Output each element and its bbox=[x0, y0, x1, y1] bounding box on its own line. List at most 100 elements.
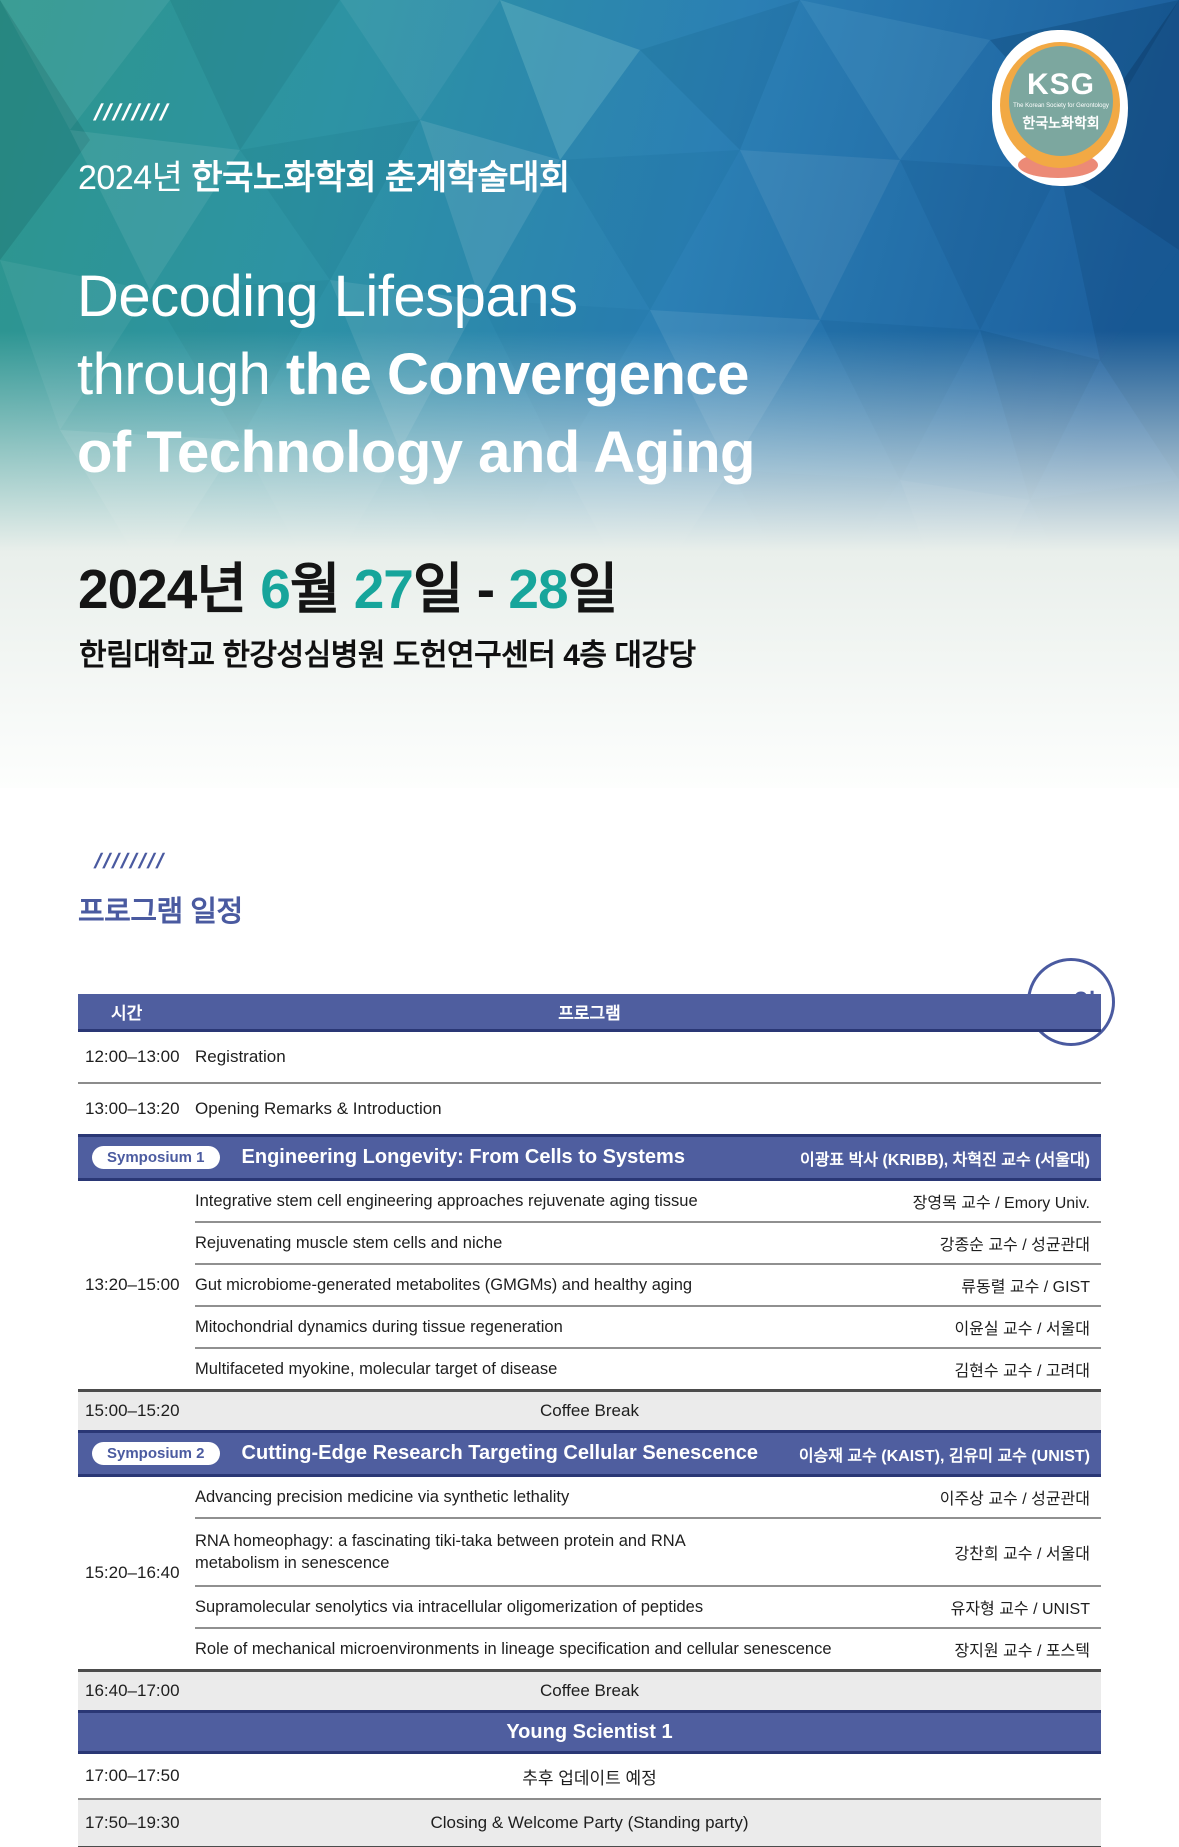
talk-row: RNA homeophagy: a fascinating tiki-taka … bbox=[195, 1519, 1101, 1585]
symposium1-talks: Integrative stem cell engineering approa… bbox=[195, 1181, 1101, 1389]
symposium1-chairs: 이광표 박사 (KRIBB), 차혁진 교수 (서울대) bbox=[799, 1151, 1090, 1169]
talk-speaker: 장영목 교수 / Emory Univ. bbox=[912, 1195, 1090, 1212]
time-cell: 17:00–17:50 bbox=[85, 1766, 180, 1785]
date-day1-num: 27 bbox=[353, 558, 414, 620]
schedule-row-coffee-break-2: 16:40–17:00 Coffee Break bbox=[78, 1672, 1101, 1710]
row-divider bbox=[78, 1082, 1101, 1084]
young-scientist-bar: Young Scientist 1 bbox=[78, 1710, 1101, 1754]
date-day1-unit: 일 bbox=[412, 558, 464, 620]
schedule-row-registration: 12:00–13:00 Registration bbox=[78, 1032, 1101, 1082]
symposium2-title: Cutting-Edge Research Targeting Cellular… bbox=[241, 1442, 758, 1464]
program-label: Closing & Welcome Party (Standing party) bbox=[430, 1813, 749, 1832]
symposium2-badge: Symposium 2 bbox=[92, 1442, 220, 1465]
talk-speaker: 류동렬 교수 / GIST bbox=[961, 1279, 1090, 1296]
talk-title: Multifaceted myokine, molecular target o… bbox=[195, 1359, 558, 1378]
symposium1-block: 13:20–15:00 Integrative stem cell engine… bbox=[78, 1181, 1101, 1389]
talk-speaker: 유자형 교수 / UNIST bbox=[950, 1601, 1090, 1618]
hero-banner: //////// 2024년 한국노화학회 춘계학술대회 Decoding Li… bbox=[0, 0, 1179, 788]
talk-row: Multifaceted myokine, molecular target o… bbox=[195, 1349, 1101, 1389]
logo-center: KSG The Korean Society for Gerontology 한… bbox=[1009, 46, 1113, 156]
low-poly-background bbox=[0, 0, 1179, 788]
program-label: Opening Remarks & Introduction bbox=[195, 1099, 442, 1118]
symposium2-talks: Advancing precision medicine via synthet… bbox=[195, 1477, 1101, 1669]
talk-row: Rejuvenating muscle stem cells and niche… bbox=[195, 1223, 1101, 1263]
talk-title: Integrative stem cell engineering approa… bbox=[195, 1191, 698, 1210]
time-cell: 13:00–13:20 bbox=[85, 1099, 180, 1118]
ksg-logo: KSG The Korean Society for Gerontology 한… bbox=[992, 30, 1128, 186]
schedule-row-closing: 17:50–19:30 Closing & Welcome Party (Sta… bbox=[78, 1800, 1101, 1846]
program-label: Coffee Break bbox=[540, 1401, 639, 1420]
talk-row: Role of mechanical microenvironments in … bbox=[195, 1629, 1101, 1669]
slashes-icon: //////// bbox=[91, 99, 174, 125]
talk-speaker: 이윤실 교수 / 서울대 bbox=[954, 1321, 1090, 1338]
talk-speaker: 강찬희 교수 / 서울대 bbox=[954, 1546, 1090, 1563]
talk-title: Mitochondrial dynamics during tissue reg… bbox=[195, 1317, 563, 1336]
main-title-line3: of Technology and Aging bbox=[77, 420, 756, 485]
talk-title: Rejuvenating muscle stem cells and niche bbox=[195, 1233, 503, 1252]
date-month-num: 6 bbox=[260, 558, 291, 620]
talk-row: Mitochondrial dynamics during tissue reg… bbox=[195, 1307, 1101, 1347]
talk-divider bbox=[195, 1585, 1101, 1587]
talk-divider bbox=[195, 1347, 1101, 1349]
date-month-unit: 월 bbox=[289, 558, 354, 620]
column-header-program: 프로그램 bbox=[558, 1004, 621, 1023]
time-cell: 15:20–16:40 bbox=[85, 1563, 180, 1582]
date-day2-num: 28 bbox=[508, 558, 568, 620]
talk-title: Role of mechanical microenvironments in … bbox=[195, 1639, 832, 1658]
program-label: Registration bbox=[195, 1047, 286, 1066]
time-cell: 16:40–17:00 bbox=[85, 1681, 180, 1700]
section-divider bbox=[78, 1669, 1101, 1672]
kicker-year: 2024년 bbox=[78, 159, 192, 197]
event-venue: 한림대학교 한강성심병원 도헌연구센터 4층 대강당 bbox=[79, 639, 696, 672]
event-date: 2024년 6월 27일 - 28일 bbox=[78, 544, 618, 624]
main-title-line2-bold: the Convergence bbox=[285, 342, 750, 407]
schedule-row-update-notice: 17:00–17:50 추후 업데이트 예정 bbox=[78, 1754, 1101, 1798]
row-divider bbox=[78, 1798, 1101, 1800]
section-divider bbox=[78, 1389, 1101, 1392]
talk-speaker: 이주상 교수 / 성균관대 bbox=[939, 1491, 1090, 1508]
symposium1-bar: Symposium 1 Engineering Longevity: From … bbox=[78, 1134, 1101, 1181]
talk-row: Integrative stem cell engineering approa… bbox=[195, 1181, 1101, 1221]
program-section: //////// 프로그램 일정 27일 프로그램 시간 12:00–13:00… bbox=[0, 850, 1179, 1847]
main-title-line2-light: through bbox=[77, 342, 286, 407]
schedule-row-opening: 13:00–13:20 Opening Remarks & Introducti… bbox=[78, 1084, 1101, 1134]
young-scientist-title: Young Scientist 1 bbox=[506, 1720, 673, 1743]
logo-korean-name: 한국노화학회 bbox=[1022, 114, 1100, 131]
time-cell: 12:00–13:00 bbox=[85, 1047, 180, 1066]
talk-row: Supramolecular senolytics via intracellu… bbox=[195, 1587, 1101, 1627]
main-title-line1: Decoding Lifespans bbox=[77, 264, 578, 329]
logo-subtitle: The Korean Society for Gerontology bbox=[1013, 102, 1109, 109]
talk-speaker: 장지원 교수 / 포스텍 bbox=[954, 1643, 1090, 1660]
talk-divider bbox=[195, 1517, 1101, 1519]
talk-title: Advancing precision medicine via synthet… bbox=[195, 1487, 570, 1506]
talk-divider bbox=[195, 1305, 1101, 1307]
talk-speaker: 강종순 교수 / 성균관대 bbox=[939, 1237, 1090, 1254]
talk-divider bbox=[195, 1221, 1101, 1223]
talk-row: Advancing precision medicine via synthet… bbox=[195, 1477, 1101, 1517]
logo-abbr: KSG bbox=[1026, 67, 1095, 101]
talk-title: Supramolecular senolytics via intracellu… bbox=[195, 1597, 704, 1616]
time-cell: 13:20–15:00 bbox=[85, 1275, 180, 1294]
talk-title: Gut microbiome-generated metabolites (GM… bbox=[195, 1275, 693, 1294]
main-title-line2: through the Convergence bbox=[77, 336, 755, 414]
talk-title: RNA homeophagy: a fascinating tiki-taka … bbox=[195, 1532, 685, 1572]
talk-divider bbox=[195, 1627, 1101, 1629]
program-label: Coffee Break bbox=[540, 1681, 639, 1700]
program-section-title: 프로그램 일정 bbox=[78, 896, 243, 928]
program-label: 추후 업데이트 예정 bbox=[522, 1768, 657, 1788]
time-cell: 15:00–15:20 bbox=[85, 1401, 180, 1420]
talk-speaker: 김현수 교수 / 고려대 bbox=[954, 1363, 1090, 1380]
symposium2-bar: Symposium 2 Cutting-Edge Research Target… bbox=[78, 1430, 1101, 1477]
main-title: Decoding Lifespans through the Convergen… bbox=[77, 258, 756, 492]
conference-kicker: 2024년 한국노화학회 춘계학술대회 bbox=[78, 150, 570, 199]
talk-divider bbox=[195, 1263, 1101, 1265]
table-header: 프로그램 시간 bbox=[78, 994, 1101, 1032]
symposium2-block: 15:20–16:40 Advancing precision medicine… bbox=[78, 1477, 1101, 1669]
column-header-time: 시간 bbox=[111, 1004, 143, 1023]
schedule-table: 프로그램 시간 12:00–13:00 Registration 13:00–1… bbox=[78, 994, 1101, 1847]
date-separator: - bbox=[462, 558, 509, 620]
symposium1-badge: Symposium 1 bbox=[92, 1146, 220, 1169]
time-cell: 17:50–19:30 bbox=[85, 1813, 180, 1832]
kicker-name: 한국노화학회 춘계학술대회 bbox=[191, 159, 570, 197]
